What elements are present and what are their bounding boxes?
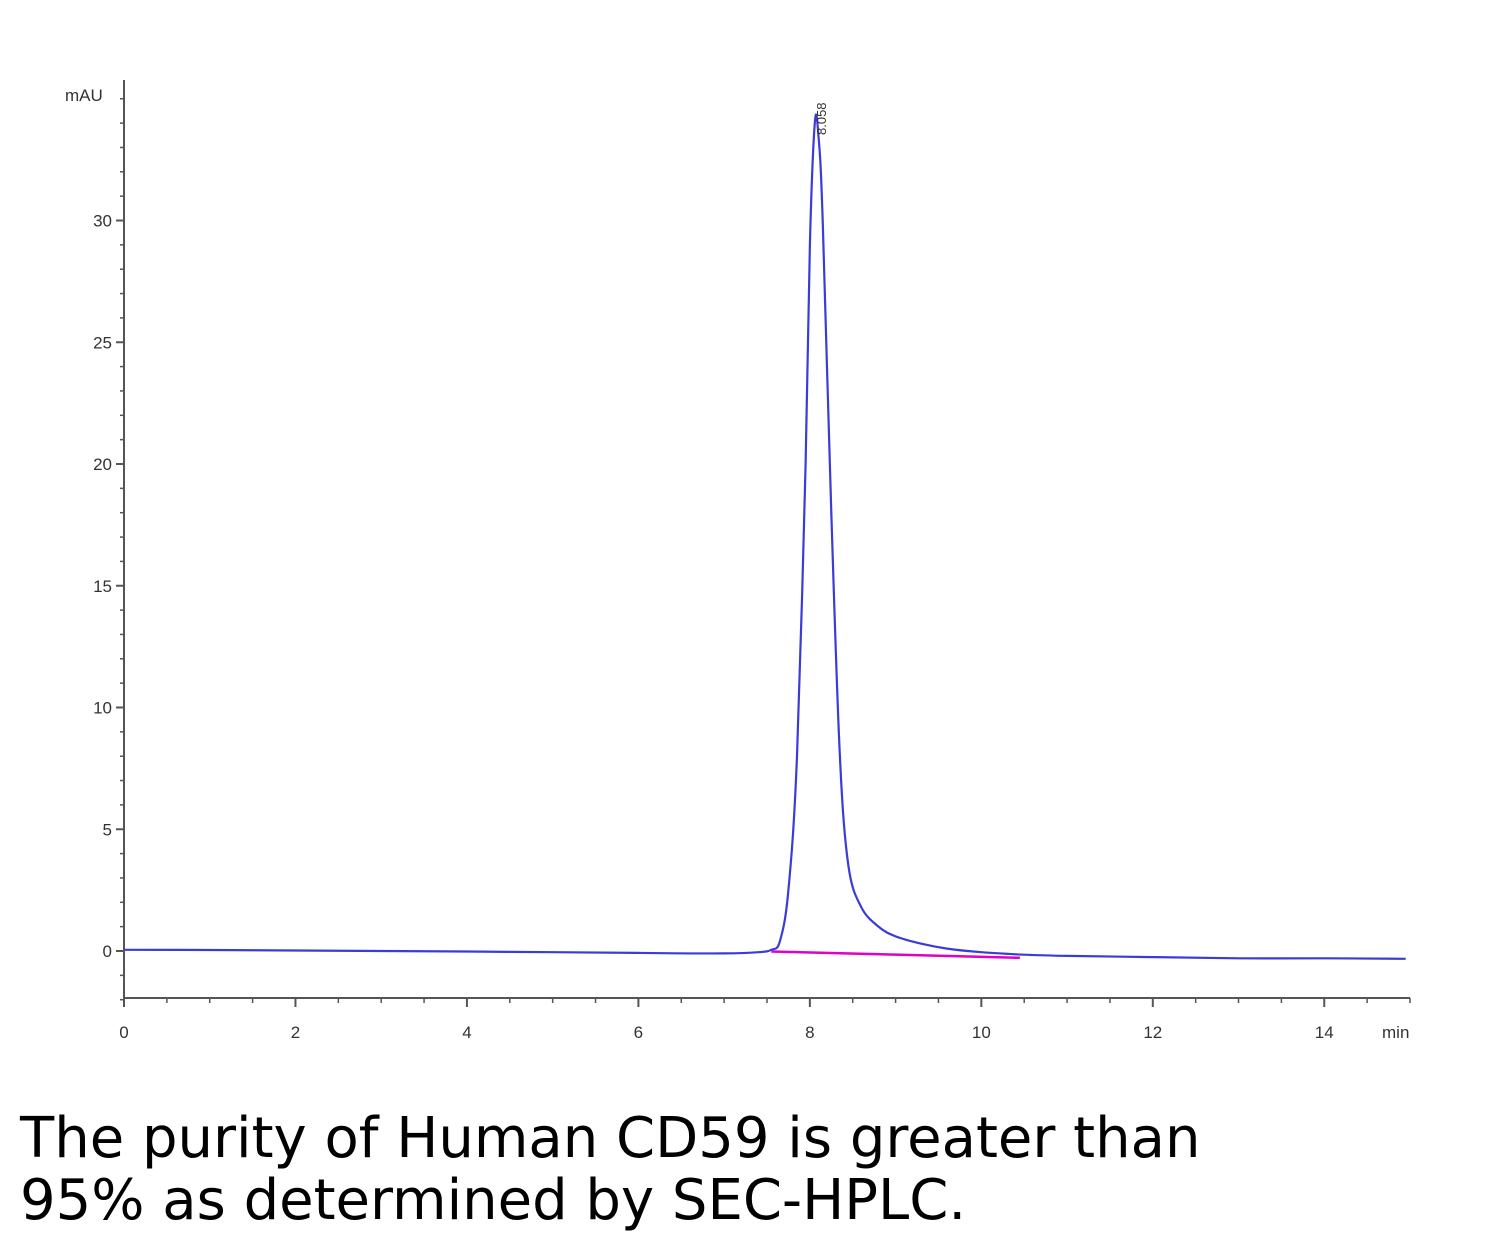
x-axis-unit-label: min [1382, 1023, 1409, 1042]
x-tick-label: 0 [119, 1023, 128, 1042]
y-tick-label: 30 [93, 212, 112, 231]
baseline-trace [771, 950, 1020, 960]
caption-text: The purity of Human CD59 is greater than… [20, 1106, 1201, 1233]
x-tick-label: 8 [805, 1023, 814, 1042]
x-tick-label: 10 [972, 1023, 991, 1042]
chromatogram-chart: 0 5 10 15 20 25 30 0 2 4 6 8 10 12 14 mAU min 8.058 [65, 80, 1411, 1042]
x-tick-label: 4 [462, 1023, 471, 1042]
chart-series [123, 113, 1406, 960]
y-tick-label: 15 [93, 577, 112, 596]
y-tick-label: 20 [93, 455, 112, 474]
chromatogram-trace [123, 113, 1406, 960]
chart-ticks: 0 5 10 15 20 25 30 0 2 4 6 8 10 12 14 [93, 98, 1411, 1042]
x-tick-label: 6 [634, 1023, 643, 1042]
y-tick-label: 10 [93, 699, 112, 718]
y-tick-label: 5 [103, 820, 112, 839]
y-axis-unit-label: mAU [65, 86, 103, 105]
y-tick-label: 0 [103, 942, 112, 961]
x-tick-label: 12 [1143, 1023, 1162, 1042]
x-tick-label: 14 [1315, 1023, 1334, 1042]
y-tick-label: 25 [93, 333, 112, 352]
x-tick-label: 2 [291, 1023, 300, 1042]
chart-axes [123, 80, 1410, 999]
peak-label: 8.058 [814, 102, 829, 135]
